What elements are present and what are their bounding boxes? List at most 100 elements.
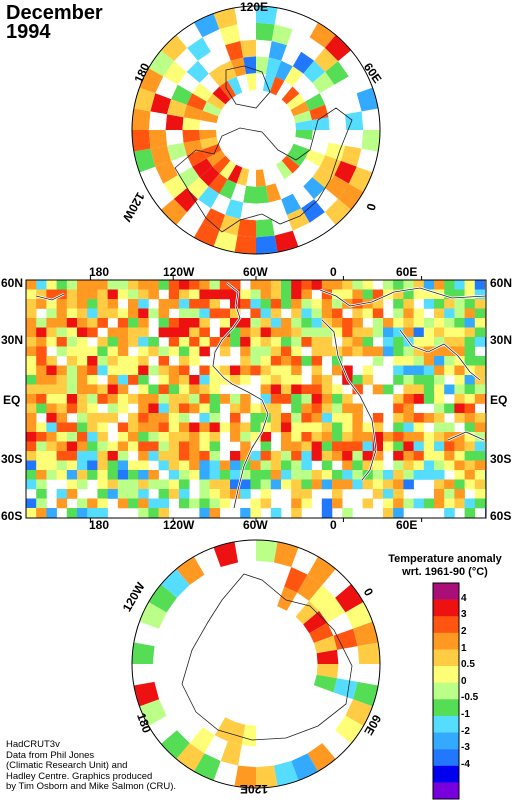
grid-cell <box>179 327 190 338</box>
grid-cell <box>291 432 302 442</box>
grid-cell <box>311 422 323 433</box>
grid-cell <box>291 403 302 414</box>
grid-cell <box>138 451 149 461</box>
grid-cell <box>128 327 139 338</box>
grid-cell <box>199 441 210 452</box>
grid-cell <box>403 356 414 366</box>
grid-cell <box>307 743 336 772</box>
coastline <box>212 282 241 385</box>
grid-cell <box>413 337 425 347</box>
grid-cell <box>281 451 292 461</box>
grid-cell <box>138 422 149 433</box>
grid-cell <box>26 346 37 357</box>
grid-cell <box>413 356 425 366</box>
grid-cell <box>227 164 243 184</box>
grid-cell <box>444 337 455 347</box>
grid-cell <box>270 413 282 423</box>
grid-cell <box>362 327 374 338</box>
grid-cell <box>260 498 272 509</box>
coastline <box>399 329 481 381</box>
south-polar-map <box>132 540 380 788</box>
grid-cell <box>281 479 292 490</box>
grid-cell <box>291 384 302 395</box>
grid-cell <box>342 422 353 433</box>
grid-cell <box>434 441 445 452</box>
grid-cell <box>301 394 312 404</box>
grid-cell <box>434 318 445 328</box>
legend-swatch <box>433 732 459 750</box>
grid-cell <box>199 394 210 404</box>
grid-cell <box>240 432 251 442</box>
grid-cell <box>444 508 455 518</box>
grid-cell <box>332 365 343 376</box>
grid-cell <box>301 413 312 423</box>
grid-cell <box>372 422 384 433</box>
grid-cell <box>66 299 78 309</box>
grid-cell <box>138 299 149 309</box>
grid-cell <box>403 432 414 442</box>
grid-cell <box>314 47 339 72</box>
grid-cell <box>270 375 282 385</box>
grid-cell <box>240 346 251 357</box>
grid-cell <box>200 110 219 124</box>
grid-cell <box>277 586 298 611</box>
legend-swatch <box>433 749 459 767</box>
grid-cell <box>454 318 465 328</box>
grid-cell <box>464 384 476 395</box>
grid-cell <box>186 93 207 111</box>
grid-cell <box>36 337 47 347</box>
grid-cell <box>128 356 139 366</box>
grid-cell <box>66 384 78 395</box>
grid-cell <box>352 413 363 423</box>
grid-cell <box>230 403 241 414</box>
grid-cell <box>107 479 119 490</box>
grid-cell <box>138 365 149 376</box>
grid-cell <box>270 280 282 290</box>
grid-cell <box>362 470 374 480</box>
grid-cell <box>36 489 47 499</box>
grid-cell <box>260 337 272 347</box>
grid-cell <box>66 318 78 328</box>
grid-cell <box>372 308 384 319</box>
grid-cell <box>128 489 139 499</box>
grid-cell <box>276 160 293 180</box>
grid-cell <box>77 479 88 490</box>
grid-cell <box>128 299 139 309</box>
grid-cell <box>434 413 445 423</box>
grid-cell <box>352 384 363 395</box>
grid-cell <box>286 208 310 231</box>
grid-cell <box>46 413 57 423</box>
grid-cell <box>36 470 47 480</box>
grid-cell <box>97 479 108 490</box>
grid-cell <box>342 403 353 414</box>
grid-cell <box>179 460 190 471</box>
grid-cell <box>434 308 445 319</box>
grid-cell <box>133 87 156 112</box>
grid-cell <box>230 451 241 461</box>
grid-cell <box>138 394 149 404</box>
grid-cell <box>301 451 312 461</box>
grid-cell <box>240 508 251 518</box>
grid-cell <box>179 318 190 328</box>
grid-cell <box>26 470 37 480</box>
grid-cell <box>464 356 476 366</box>
grid-cell <box>352 470 363 480</box>
grid-cell <box>230 375 241 385</box>
grid-cell <box>403 451 414 461</box>
lon-label-120w-bottom: 120W <box>163 518 195 532</box>
grid-cell <box>230 327 241 338</box>
credit-line: by Tim Osborn and Mike Salmon (CRU). <box>6 781 176 792</box>
grid-cell <box>485 470 486 480</box>
legend-tick-label: 0.5 <box>461 659 475 671</box>
grid-cell <box>77 289 88 300</box>
grid-cell <box>230 413 241 423</box>
grid-cell <box>158 356 170 366</box>
grid-cell <box>206 93 226 110</box>
grid-cell <box>316 664 339 679</box>
grid-cell <box>270 517 282 518</box>
grid-cell <box>168 337 180 347</box>
grid-cell <box>77 375 88 385</box>
grid-cell <box>202 101 222 117</box>
grid-cell <box>138 460 149 471</box>
lat-label-60n-left: 60N <box>1 276 24 290</box>
